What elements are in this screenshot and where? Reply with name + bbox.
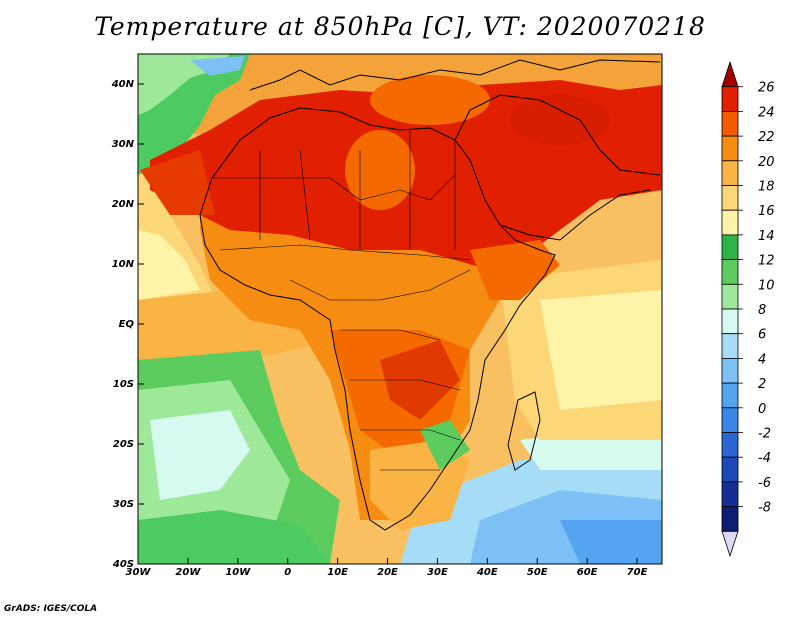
colorbar-label: -4 xyxy=(758,451,771,466)
colorbar-bottom-triangle xyxy=(721,530,739,558)
colorbar-swatch xyxy=(721,234,739,260)
lat-tick-label: 30N xyxy=(112,139,135,150)
lon-tick-label: 0 xyxy=(284,567,291,578)
colorbar-swatch xyxy=(721,333,739,359)
africa-coastline xyxy=(199,107,556,531)
colorbar-label: 8 xyxy=(758,303,766,318)
lat-tick-label: 40N xyxy=(111,79,135,90)
lon-tick-label: 30W xyxy=(126,567,152,578)
colorbar-swatch xyxy=(721,357,739,384)
lon-tick-label: 40E xyxy=(476,567,498,578)
colorbar-label: 26 xyxy=(758,81,775,96)
colorbar-swatch xyxy=(721,432,739,458)
colorbar-swatch xyxy=(721,308,739,335)
lon-tick-label: 50E xyxy=(527,567,548,578)
lon-tick-label: 10W xyxy=(225,567,251,578)
colorbar-label: 16 xyxy=(758,204,775,219)
colorbar-label: 6 xyxy=(758,328,766,343)
lat-tick-label: EQ xyxy=(119,319,135,330)
lon-tick-label: 20E xyxy=(377,567,398,578)
colorbar-swatch xyxy=(721,160,739,186)
colorbar-swatch xyxy=(721,382,739,409)
plot-frame xyxy=(137,53,663,565)
colorbar-swatch xyxy=(721,111,739,137)
colorbar-swatch xyxy=(721,259,739,285)
lon-tick-label: 20W xyxy=(175,567,201,578)
country-borders xyxy=(212,130,471,471)
colorbar-swatch xyxy=(721,481,739,507)
colorbar-label: 14 xyxy=(758,229,775,244)
colorbar-label: 2 xyxy=(758,377,766,392)
colorbar-swatch xyxy=(721,407,739,433)
arabia-coastline xyxy=(454,94,661,241)
lat-tick-label: 20S xyxy=(113,439,134,450)
colorbar-label: -8 xyxy=(758,501,771,516)
colorbar-swatch xyxy=(721,135,739,162)
latitude-axis: 40S 30S 20S 10S EQ 10N 20N 30N 40N xyxy=(111,79,144,570)
coastlines xyxy=(199,59,661,531)
europe-coastline xyxy=(249,59,661,91)
colorbar-label: 12 xyxy=(758,254,775,269)
longitude-axis: 30W 20W 10W 0 10E 20E 30E 40E 50E 60E 70E xyxy=(126,558,648,578)
colorbar-label: -2 xyxy=(758,427,771,442)
colorbar-label: 20 xyxy=(758,155,775,170)
colorbar-label: 4 xyxy=(758,352,766,367)
lat-tick-label: 40S xyxy=(112,559,134,570)
colorbar-swatch xyxy=(721,456,739,483)
lat-tick-label: 10S xyxy=(113,379,134,390)
lat-tick-label: 10N xyxy=(112,259,135,270)
lon-tick-label: 70E xyxy=(627,567,648,578)
madagascar xyxy=(507,391,541,471)
credit-text: GrADS: IGES/COLA xyxy=(4,604,98,614)
colorbar-label: 0 xyxy=(758,402,766,417)
lon-tick-label: 60E xyxy=(577,567,598,578)
colorbar-label: -6 xyxy=(758,476,771,491)
colorbar-label: 22 xyxy=(758,130,775,145)
temperature-field xyxy=(138,54,662,564)
lon-tick-label: 30E xyxy=(427,567,448,578)
colorbar-swatch xyxy=(721,86,739,112)
colorbar-swatch xyxy=(721,185,739,211)
colorbar-label: 10 xyxy=(758,278,775,293)
lat-tick-label: 20N xyxy=(112,199,135,210)
lat-tick-label: 30S xyxy=(113,499,134,510)
colorbar-label: 24 xyxy=(758,105,775,120)
lon-tick-label: 10E xyxy=(327,567,348,578)
colorbar-swatch xyxy=(721,506,739,532)
chart-title: Temperature at 850hPa [C], VT: 202007021… xyxy=(94,12,706,41)
colorbar-label: 18 xyxy=(758,180,775,195)
colorbar-top-triangle xyxy=(721,60,739,88)
colorbar-swatch xyxy=(721,209,739,236)
colorbar-swatch xyxy=(721,283,739,310)
